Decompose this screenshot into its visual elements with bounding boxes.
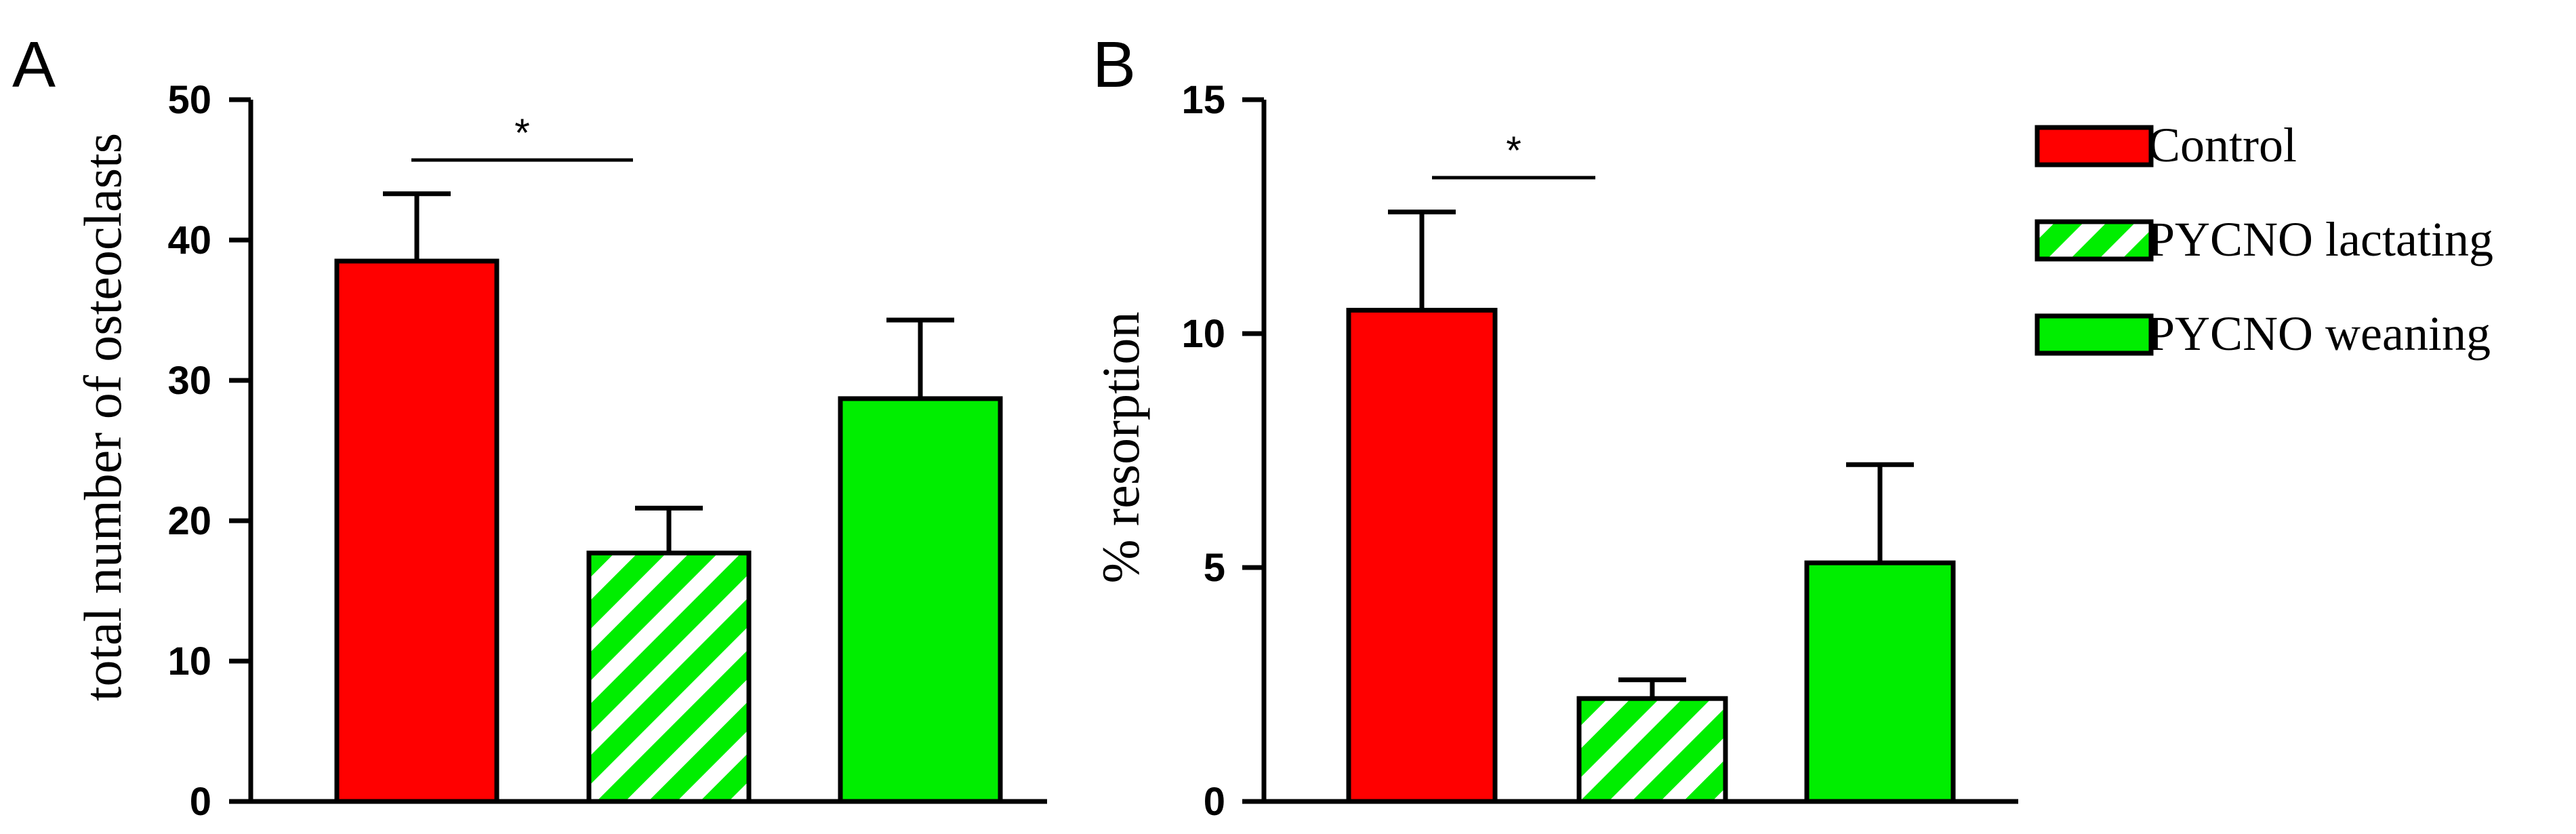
bar-pycno-weaning — [1804, 560, 1956, 804]
bar-pycno-lactating — [586, 551, 752, 804]
legend-swatch-pycno-weaning — [2035, 313, 2154, 356]
significance-a: * — [411, 111, 633, 162]
bars-a — [334, 191, 1003, 804]
bar-control — [334, 258, 499, 804]
bar-pycno-lactating — [1576, 696, 1728, 804]
bars-b — [1346, 210, 1956, 804]
legend-item-pycno-weaning: PYCNO weaning — [2035, 306, 2491, 361]
panel-letter-a: A — [12, 28, 56, 101]
legend-item-control: Control — [2035, 118, 2297, 172]
significance-star: * — [1506, 129, 1521, 173]
y-tick-label: 20 — [167, 499, 211, 543]
legend-label-control: Control — [2148, 118, 2297, 172]
legend-label-pycno-lactating: PYCNO lactating — [2148, 212, 2493, 266]
y-axis-ticks-a: 0 10 20 30 40 50 — [167, 78, 251, 824]
legend-item-pycno-lactating: PYCNO lactating — [2035, 212, 2493, 266]
y-tick-label: 0 — [1204, 780, 1225, 824]
panel-b: B % resorption 0 5 10 15 * — [1091, 28, 2018, 824]
y-axis-ticks-b: 0 5 10 15 — [1181, 78, 1264, 824]
y-tick-label: 10 — [167, 639, 211, 683]
legend-swatch-pycno-lactating — [2035, 219, 2154, 262]
significance-b: * — [1432, 129, 1595, 180]
y-axis-title-a: total number of osteoclasts — [73, 133, 132, 701]
significance-star: * — [514, 111, 530, 155]
legend-swatch-control — [2035, 125, 2154, 167]
panel-a: A total number of osteoclasts 0 10 20 30 40 5… — [12, 28, 1047, 824]
legend-label-pycno-weaning: PYCNO weaning — [2148, 306, 2491, 361]
y-tick-label: 50 — [167, 78, 211, 122]
panel-letter-b: B — [1092, 28, 1136, 101]
y-tick-label: 0 — [190, 780, 211, 824]
y-tick-label: 10 — [1181, 312, 1225, 356]
legend: Control PYCNO lactating PYCNO weaning — [2035, 118, 2493, 361]
bar-pycno-weaning — [838, 396, 1003, 804]
y-tick-label: 15 — [1181, 78, 1225, 122]
y-tick-label: 5 — [1204, 546, 1225, 590]
y-tick-label: 30 — [167, 359, 211, 403]
y-axis-title-b: % resorption — [1091, 312, 1150, 584]
y-tick-label: 40 — [167, 218, 211, 262]
bar-control — [1346, 308, 1498, 804]
